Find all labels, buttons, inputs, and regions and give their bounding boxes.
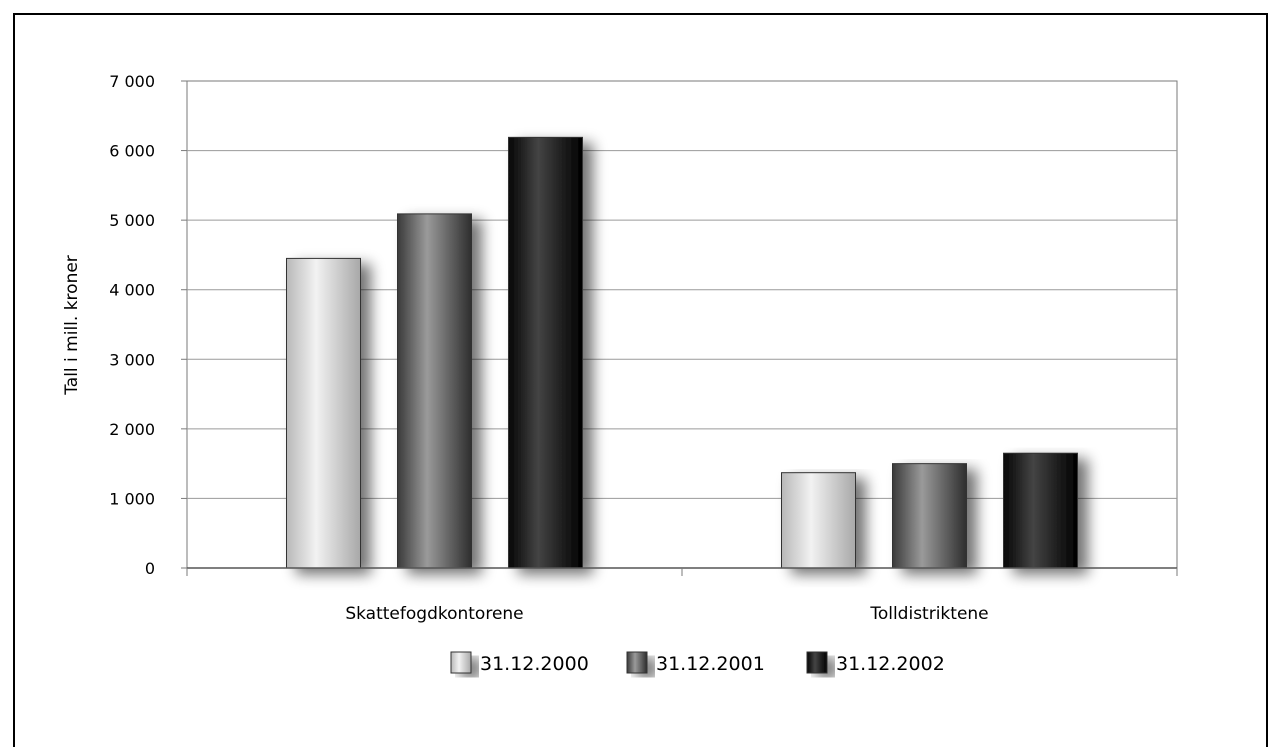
legend-label: 31.12.2001 <box>656 653 765 675</box>
y-axis-title: Tall i mill. kroner <box>62 255 82 396</box>
bars <box>286 136 1078 569</box>
y-tick-label: 4 000 <box>109 281 155 300</box>
legend-label: 31.12.2000 <box>480 653 589 675</box>
y-tick-label: 0 <box>145 559 155 578</box>
x-axis: Skattefogdkontorene Tolldistriktene <box>186 567 1178 624</box>
legend-swatch <box>450 651 472 674</box>
y-tick-label: 3 000 <box>109 350 155 369</box>
y-tick-label: 1 000 <box>109 489 155 508</box>
y-tick-label: 7 000 <box>109 72 155 91</box>
legend-label: 31.12.2002 <box>836 653 945 675</box>
bar-31.12.2002-Skattefogdkontorene <box>508 136 583 569</box>
y-axis-ticks: 0 1 000 2 000 3 000 4 000 5 000 6 000 7 000 <box>109 72 187 578</box>
legend-swatch <box>626 651 648 674</box>
category-label: Tolldistriktene <box>869 604 988 624</box>
chart-frame <box>13 13 1268 747</box>
bar-31.12.2000-Tolldistriktene <box>781 472 856 569</box>
legend: 31.12.2000 31.12.2001 31.12.2002 <box>450 651 945 675</box>
y-tick-label: 5 000 <box>109 211 155 230</box>
bar-31.12.2001-Tolldistriktene <box>892 463 967 569</box>
category-label: Skattefogdkontorene <box>345 604 523 624</box>
legend-swatch <box>806 651 828 674</box>
y-tick-label: 2 000 <box>109 420 155 439</box>
bar-31.12.2000-Skattefogdkontorene <box>286 257 361 569</box>
bar-31.12.2001-Skattefogdkontorene <box>397 213 472 569</box>
y-tick-label: 6 000 <box>109 142 155 161</box>
bar-31.12.2002-Tolldistriktene <box>1003 452 1078 569</box>
